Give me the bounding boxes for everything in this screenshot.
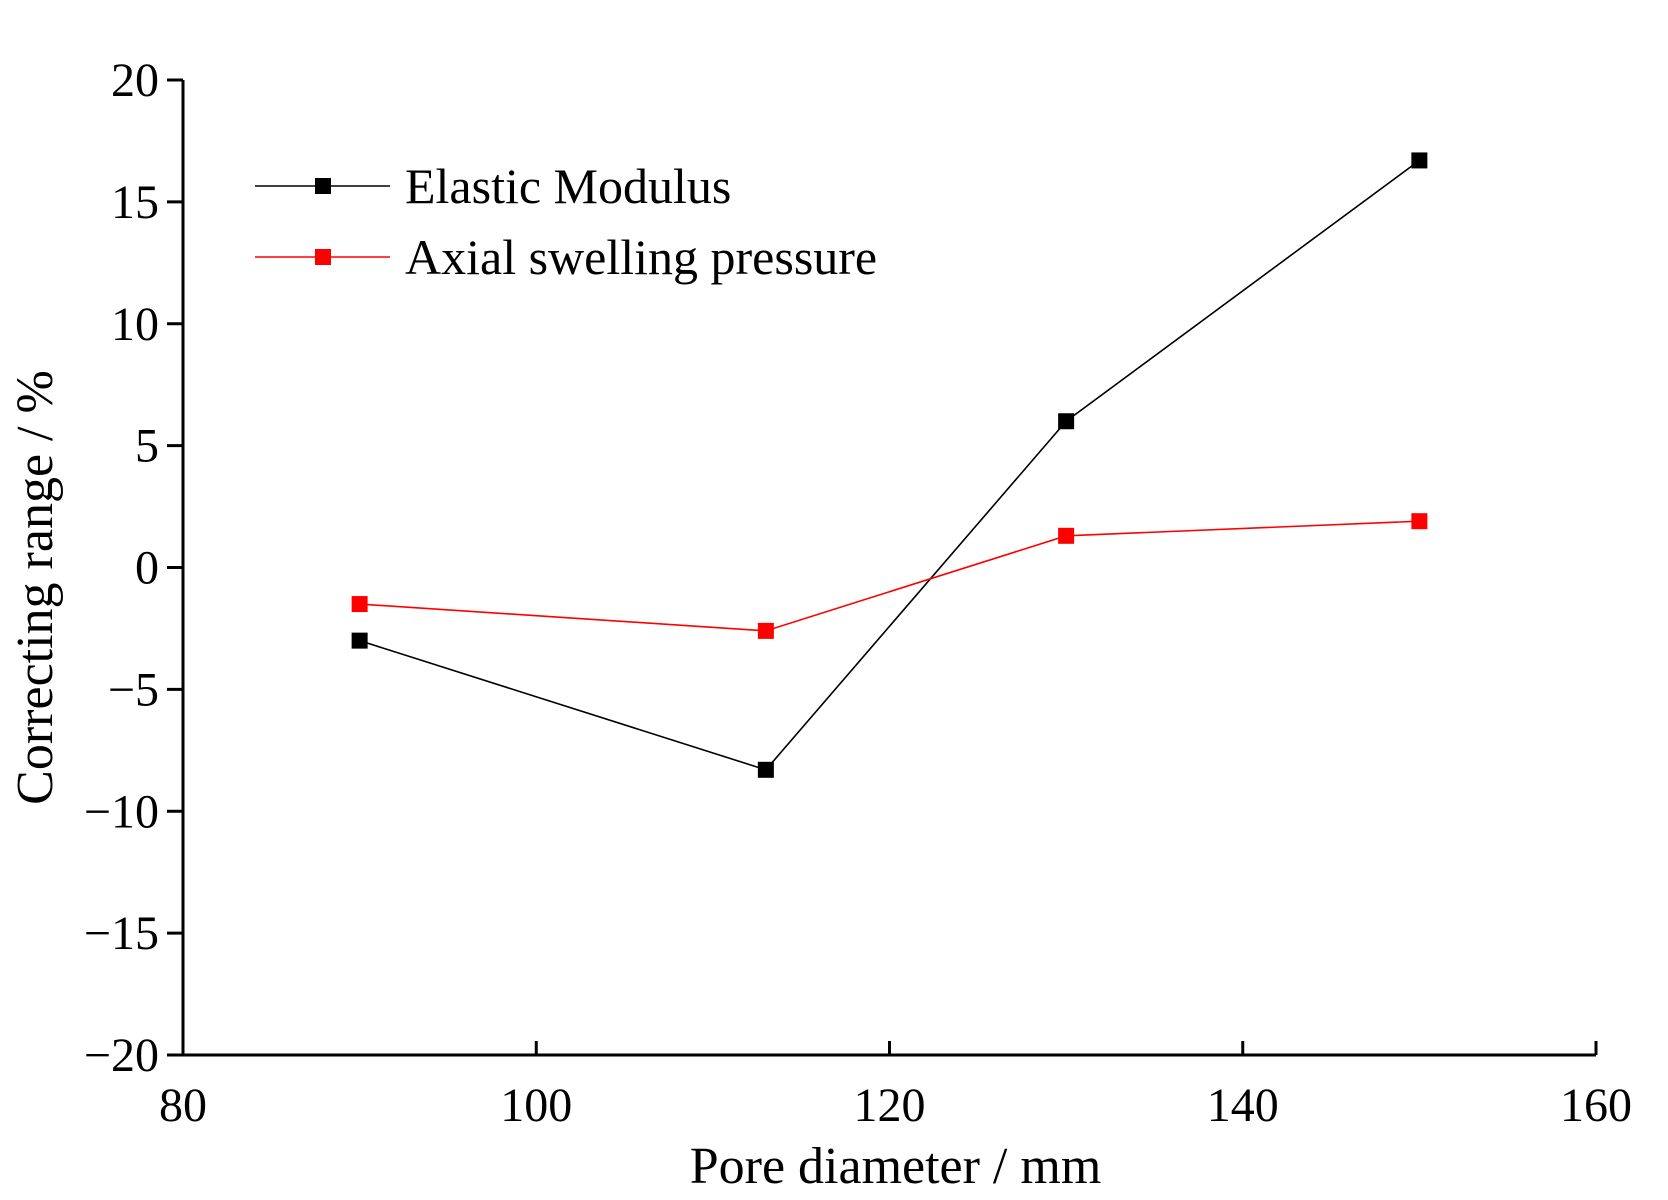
- data-point-axial-swelling-pressure-3: [1411, 513, 1428, 530]
- y-axis-ticks: −20 −15 −10 −5 0 5 10 15 20: [84, 54, 183, 1082]
- legend-marker-axial-swelling-pressure: [315, 249, 331, 265]
- legend-item-axial-swelling-pressure: Axial swelling pressure: [255, 229, 877, 285]
- y-tick-label-5: −5: [108, 663, 159, 716]
- data-point-axial-swelling-pressure-0: [351, 596, 368, 613]
- data-point-elastic-modulus-3: [1411, 152, 1428, 169]
- y-tick-label-5: 5: [135, 420, 159, 473]
- data-point-elastic-modulus-1: [757, 761, 774, 778]
- y-tick-label-20: −20: [84, 1029, 159, 1082]
- series-elastic-modulus: [351, 152, 1428, 778]
- y-tick-label-20: 20: [111, 54, 159, 107]
- y-tick-label-0: 0: [135, 542, 159, 595]
- data-point-elastic-modulus-0: [351, 632, 368, 649]
- x-axis-title: Pore diameter / mm: [690, 1138, 1102, 1195]
- x-tick-label-100: 100: [500, 1079, 572, 1132]
- data-point-elastic-modulus-2: [1058, 413, 1075, 430]
- data-point-axial-swelling-pressure-1: [757, 622, 774, 639]
- data-point-axial-swelling-pressure-2: [1058, 527, 1075, 544]
- x-tick-label-80: 80: [159, 1079, 207, 1132]
- series-line-elastic-modulus: [359, 159, 1420, 771]
- y-tick-label-10: −10: [84, 785, 159, 838]
- legend-label-elastic-modulus: Elastic Modulus: [405, 158, 731, 214]
- x-axis-ticks: 80 100 120 140 160: [159, 1041, 1632, 1132]
- y-tick-label-10: 10: [111, 298, 159, 351]
- series-axial-swelling-pressure: [351, 513, 1428, 639]
- y-axis-title: Correcting range / %: [7, 370, 64, 805]
- series-layer: [351, 152, 1428, 778]
- axes: [181, 80, 1596, 1057]
- y-tick-label-15: −15: [84, 907, 159, 960]
- y-tick-label-15: 15: [111, 176, 159, 229]
- series-line-axial-swelling-pressure: [359, 520, 1420, 632]
- legend-marker-elastic-modulus: [315, 178, 331, 194]
- x-tick-label-140: 140: [1207, 1079, 1279, 1132]
- x-tick-label-160: 160: [1560, 1079, 1632, 1132]
- legend: Elastic Modulus Axial swelling pressure: [255, 158, 877, 285]
- legend-label-axial-swelling-pressure: Axial swelling pressure: [405, 229, 877, 285]
- x-tick-label-120: 120: [854, 1079, 926, 1132]
- legend-item-elastic-modulus: Elastic Modulus: [255, 158, 731, 214]
